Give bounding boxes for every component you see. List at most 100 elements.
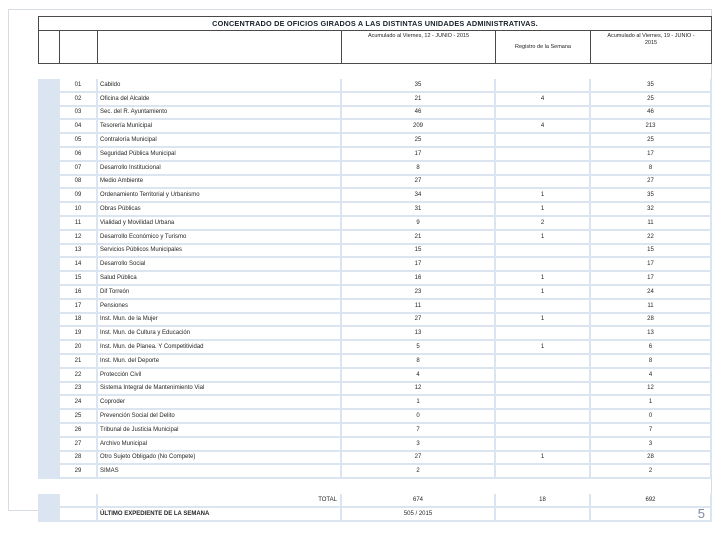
row-acumulado-previous: 5 (342, 341, 494, 355)
row-unit-label: Sistema Integral de Mantenimiento Vial (98, 382, 340, 397)
row-unit-label: Contraloría Municipal (98, 134, 340, 148)
row-number: 21 (60, 354, 96, 369)
row-registro (496, 382, 589, 397)
row-registro: 4 (496, 120, 589, 135)
row-unit-label: Protección Civil (98, 368, 340, 383)
row-registro (496, 134, 589, 148)
table-row: 11 Vialidad y Movilidad Urbana 9 2 11 (38, 216, 712, 231)
table-row: 06 Seguridad Pública Municipal 17 17 (38, 147, 712, 162)
row-acumulado-previous: 209 (342, 120, 494, 135)
row-acumulado-current: 35 (591, 79, 710, 93)
row-acumulado-current: 213 (591, 120, 710, 135)
row-number: 27 (60, 437, 96, 452)
row-acumulado-previous: 21 (342, 92, 494, 107)
row-acumulado-previous: 15 (342, 244, 494, 259)
table-row: 25 Prevención Social del Delito 0 0 (38, 410, 712, 424)
row-registro (496, 79, 589, 93)
table-row: 16 Dif Torreón 23 1 24 (38, 285, 712, 300)
row-number: 20 (60, 341, 96, 355)
row-stripe-cell (38, 368, 58, 383)
row-stripe-cell (38, 299, 58, 314)
row-number: 14 (60, 258, 96, 273)
row-unit-label: Servicios Públicos Municipales (98, 244, 340, 259)
row-acumulado-previous: 11 (342, 299, 494, 314)
row-stripe-cell (38, 189, 58, 204)
row-acumulado-current: 25 (591, 134, 710, 148)
total-row-stripe-cell (38, 494, 58, 509)
row-acumulado-previous: 17 (342, 258, 494, 273)
row-stripe-cell (38, 106, 58, 121)
row-unit-label: Obras Públicas (98, 203, 340, 217)
table-row: 09 Ordenamiento Territorial y Urbanismo … (38, 189, 712, 204)
row-registro: 1 (496, 230, 589, 245)
column-header-acumulado-previous: Acumulado al Viernes, 12 - JUNIO - 2015 (342, 31, 496, 64)
total-acumulado-previous: 674 (342, 494, 494, 509)
table-row: 23 Sistema Integral de Mantenimiento Via… (38, 382, 712, 397)
table-row: 17 Pensiones 11 11 (38, 299, 712, 314)
row-unit-label: Otro Sujeto Obligado (No Compete) (98, 451, 340, 466)
row-unit-label: Tribunal de Justicia Municipal (98, 423, 340, 438)
table-row: 22 Protección Civil 4 4 (38, 368, 712, 383)
column-header-acumulado-current: Acumulado al Viernes, 19 - JUNIO - 2015 (591, 31, 712, 64)
row-acumulado-current: 15 (591, 244, 710, 259)
row-number: 22 (60, 368, 96, 383)
column-header-row: Acumulado al Viernes, 12 - JUNIO - 2015 … (38, 31, 712, 64)
table-row: 27 Archivo Municipal 3 3 (38, 437, 712, 452)
row-unit-label: Inst. Mun. del Deporte (98, 354, 340, 369)
row-acumulado-previous: 25 (342, 134, 494, 148)
row-acumulado-current: 17 (591, 147, 710, 162)
row-unit-label: Seguridad Pública Municipal (98, 147, 340, 162)
ultimo-row-stripe-cell (38, 508, 58, 523)
row-acumulado-current: 25 (591, 92, 710, 107)
row-registro (496, 299, 589, 314)
header-spacer-1 (38, 31, 60, 64)
row-number: 16 (60, 285, 96, 300)
row-acumulado-current: 2 (591, 465, 710, 480)
row-unit-label: Medio Ambiente (98, 175, 340, 190)
row-registro: 1 (496, 285, 589, 300)
table-row: 13 Servicios Públicos Municipales 15 15 (38, 244, 712, 259)
row-unit-label: Inst. Mun. de Planea. Y Competitividad (98, 341, 340, 355)
row-stripe-cell (38, 396, 58, 411)
row-acumulado-previous: 3 (342, 437, 494, 452)
row-acumulado-current: 11 (591, 299, 710, 314)
row-stripe-cell (38, 451, 58, 466)
table-row: 15 Salud Pública 16 1 17 (38, 272, 712, 286)
row-acumulado-current: 0 (591, 410, 710, 424)
row-acumulado-current: 4 (591, 368, 710, 383)
header-spacer-2 (60, 31, 98, 64)
row-registro: 1 (496, 341, 589, 355)
row-registro (496, 423, 589, 438)
row-unit-label: Tesorería Municipal (98, 120, 340, 135)
table-body: 01 Cabildo 35 35 02 Oficina del Alcalde … (38, 79, 712, 480)
row-acumulado-previous: 8 (342, 161, 494, 176)
ultimo-expediente-value: 505 / 2015 (342, 508, 494, 523)
row-unit-label: Salud Pública (98, 272, 340, 286)
row-stripe-cell (38, 354, 58, 369)
row-acumulado-previous: 46 (342, 106, 494, 121)
row-acumulado-previous: 23 (342, 285, 494, 300)
header-spacer-3 (98, 31, 342, 64)
row-acumulado-previous: 9 (342, 216, 494, 231)
row-number: 10 (60, 203, 96, 217)
row-unit-label: SIMAS (98, 465, 340, 480)
row-acumulado-previous: 27 (342, 451, 494, 466)
row-acumulado-current: 35 (591, 189, 710, 204)
row-acumulado-previous: 12 (342, 382, 494, 397)
row-stripe-cell (38, 216, 58, 231)
table-row: 20 Inst. Mun. de Planea. Y Competitivida… (38, 341, 712, 355)
row-acumulado-previous: 35 (342, 79, 494, 93)
row-acumulado-previous: 34 (342, 189, 494, 204)
row-registro (496, 437, 589, 452)
row-registro: 1 (496, 272, 589, 286)
table-row: 01 Cabildo 35 35 (38, 79, 712, 93)
row-acumulado-current: 22 (591, 230, 710, 245)
row-number: 17 (60, 299, 96, 314)
row-registro (496, 396, 589, 411)
total-label: TOTAL (98, 494, 340, 509)
row-number: 24 (60, 396, 96, 411)
row-stripe-cell (38, 161, 58, 176)
ultimo-expediente-label: ÚLTIMO EXPEDIENTE DE LA SEMANA (98, 508, 340, 523)
page-number: 5 (697, 506, 705, 521)
oficios-report-table: CONCENTRADO DE OFICIOS GIRADOS A LAS DIS… (38, 16, 712, 523)
